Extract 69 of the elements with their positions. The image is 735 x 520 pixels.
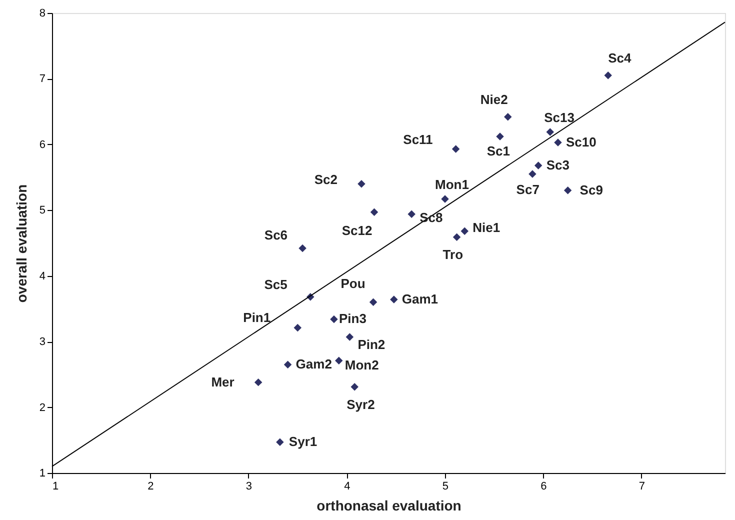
point bbox=[452, 233, 461, 241]
x-tick-label: 3 bbox=[246, 480, 252, 492]
point bbox=[294, 324, 302, 332]
annotation: Sc12 bbox=[342, 223, 372, 238]
annotation: Sc1 bbox=[486, 144, 510, 159]
point bbox=[460, 227, 469, 236]
y-tick-label: 1 bbox=[39, 468, 46, 480]
x-tick-label: 2 bbox=[148, 480, 154, 492]
point bbox=[496, 132, 504, 140]
annotation: Mer bbox=[211, 374, 234, 390]
point bbox=[604, 72, 612, 80]
annotation: Sc3 bbox=[546, 157, 570, 172]
point bbox=[350, 383, 358, 391]
point bbox=[330, 315, 338, 324]
point bbox=[284, 360, 292, 368]
x-tick-label: 4 bbox=[344, 480, 350, 492]
point bbox=[534, 162, 542, 170]
annotation: Pou bbox=[340, 276, 366, 292]
annotation: Tro bbox=[442, 247, 464, 262]
point bbox=[298, 244, 306, 252]
x-tick-label: 5 bbox=[442, 480, 449, 492]
point bbox=[370, 208, 378, 216]
y-tick-label: 2 bbox=[39, 402, 46, 414]
point bbox=[452, 145, 460, 153]
y-tick-label: 7 bbox=[39, 73, 46, 86]
annotation: Syr1 bbox=[288, 434, 318, 450]
point bbox=[276, 438, 284, 446]
annotation: Gam1 bbox=[402, 292, 438, 307]
annotation: Sc4 bbox=[608, 50, 632, 66]
x-tick-label: 1 bbox=[52, 480, 59, 492]
annotation: Sc7 bbox=[516, 182, 540, 197]
point bbox=[408, 210, 416, 218]
y-tick-label: 3 bbox=[39, 336, 46, 348]
annotation: Sc13 bbox=[544, 110, 574, 125]
annotation: Syr2 bbox=[346, 396, 375, 412]
y-tick-label: 6 bbox=[39, 138, 46, 151]
point bbox=[504, 112, 512, 121]
point bbox=[546, 128, 554, 136]
x-axis-title: orthonasal evaluation bbox=[316, 498, 462, 514]
point bbox=[358, 180, 366, 188]
y-tick-label: 5 bbox=[39, 204, 46, 217]
annotation: Nie2 bbox=[480, 92, 508, 107]
point bbox=[254, 378, 262, 386]
point bbox=[390, 296, 398, 304]
point bbox=[554, 138, 562, 146]
x-tick-label: 7 bbox=[638, 480, 646, 492]
annotation: Mon2 bbox=[344, 358, 379, 373]
x-tick-label: 6 bbox=[540, 480, 547, 492]
point bbox=[335, 356, 343, 364]
point bbox=[441, 195, 449, 203]
annotation: Sc6 bbox=[264, 227, 288, 242]
y-axis-title: overall evaluation bbox=[13, 184, 30, 303]
annotation: Gam2 bbox=[296, 356, 332, 372]
annotation: Nie1 bbox=[472, 220, 500, 236]
annotation: Sc9 bbox=[580, 182, 603, 198]
annotation: Mon1 bbox=[434, 176, 469, 192]
annotation: Pin2 bbox=[358, 336, 386, 352]
point bbox=[346, 333, 354, 341]
point bbox=[528, 170, 536, 178]
y-tick-label: 4 bbox=[39, 270, 46, 282]
annotation: Sc11 bbox=[403, 132, 433, 148]
annotation: Sc10 bbox=[566, 134, 596, 150]
annotation: Pin1 bbox=[243, 310, 271, 325]
y-tick-label: 8 bbox=[39, 8, 46, 20]
point bbox=[369, 298, 378, 306]
point bbox=[564, 186, 572, 194]
annotation: Pin3 bbox=[338, 311, 366, 326]
annotation: Sc5 bbox=[264, 276, 288, 292]
annotation: Sc2 bbox=[314, 172, 338, 187]
